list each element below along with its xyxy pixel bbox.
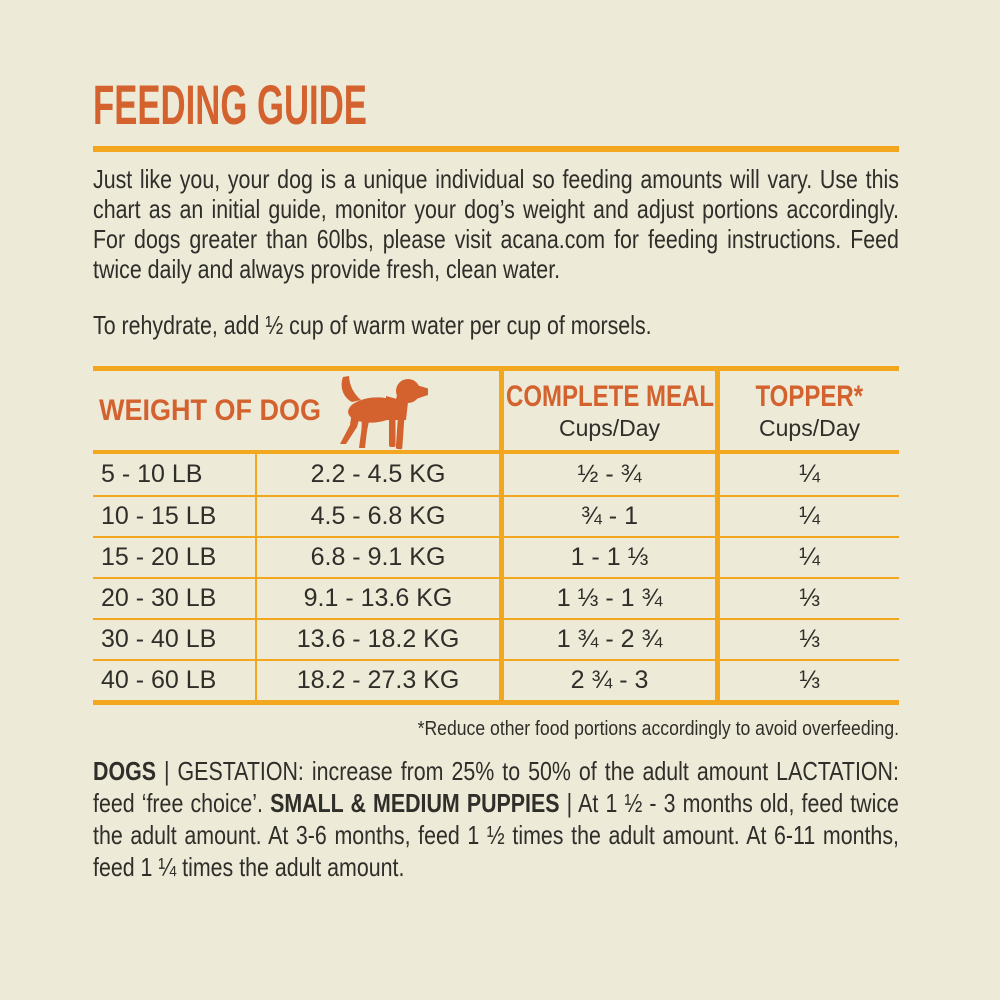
- cell-weight-lb: 20 - 30 LB: [93, 579, 257, 618]
- feeding-notes-paragraph: DOGS | GESTATION: increase from 25% to 5…: [93, 755, 899, 883]
- cell-weight-kg: 2.2 - 4.5 KG: [310, 460, 446, 488]
- content-column: FEEDING GUIDE Just like you, your dog is…: [93, 0, 899, 909]
- title-divider-rule: [93, 146, 899, 152]
- cell-complete-meal: 1 - 1 ⅓: [499, 538, 715, 577]
- cell-weight-kg: 9.1 - 13.6 KG: [303, 584, 453, 612]
- puppies-label: SMALL & MEDIUM PUPPIES: [270, 788, 560, 818]
- dogs-label: DOGS: [93, 756, 156, 786]
- rehydrate-note: To rehydrate, add ½ cup of warm water pe…: [93, 310, 652, 340]
- table-row: 15 - 20 LB 6.8 - 9.1 KG 1 - 1 ⅓ ¼: [93, 536, 899, 577]
- cell-complete-meal: 1 ¾ - 2 ¾: [499, 620, 715, 659]
- cell-weight-kg: 6.8 - 9.1 KG: [310, 543, 446, 571]
- cell-topper: ⅓: [715, 620, 899, 659]
- cell-weight-kg: 4.5 - 6.8 KG: [310, 502, 446, 530]
- page-title-row: FEEDING GUIDE: [93, 73, 899, 136]
- cell-weight-lb: 30 - 40 LB: [93, 620, 257, 659]
- table-row: 40 - 60 LB 18.2 - 27.3 KG 2 ¾ - 3 ⅓: [93, 659, 899, 700]
- cell-weight-lb: 5 - 10 LB: [93, 454, 257, 495]
- header-topper: TOPPER* Cups/Day: [715, 371, 899, 450]
- cell-complete-meal: ½ - ¾: [499, 454, 715, 495]
- table-row: 5 - 10 LB 2.2 - 4.5 KG ½ - ¾ ¼: [93, 454, 899, 495]
- cell-weight-kg: 13.6 - 18.2 KG: [296, 625, 460, 653]
- complete-meal-label: COMPLETE MEAL: [505, 379, 714, 413]
- table-row: 20 - 30 LB 9.1 - 13.6 KG 1 ⅓ - 1 ¾ ⅓: [93, 577, 899, 618]
- cell-weight-kg: 18.2 - 27.3 KG: [296, 666, 460, 694]
- gestation-lactation-text: | GESTATION: increase from 25% to 50% of…: [93, 756, 899, 818]
- cell-complete-meal: ¾ - 1: [499, 497, 715, 536]
- complete-meal-units: Cups/Day: [559, 414, 660, 441]
- table-row: 30 - 40 LB 13.6 - 18.2 KG 1 ¾ - 2 ¾ ⅓: [93, 618, 899, 659]
- page-title: FEEDING GUIDE: [93, 73, 367, 136]
- intro-paragraph: Just like you, your dog is a unique indi…: [93, 164, 899, 284]
- puppies-text: | At 1 ½ - 3 months old, feed twice the …: [93, 788, 899, 882]
- topper-label: TOPPER*: [755, 379, 864, 413]
- cell-complete-meal: 1 ⅓ - 1 ¾: [499, 579, 715, 618]
- cell-topper: ⅓: [715, 579, 899, 618]
- header-complete-meal: COMPLETE MEAL Cups/Day: [499, 371, 715, 450]
- feeding-table-header: WEIGHT OF DOG: [93, 371, 899, 454]
- cell-topper: ¼: [715, 454, 899, 495]
- topper-units: Cups/Day: [759, 414, 860, 441]
- cell-topper: ⅓: [715, 661, 899, 700]
- table-footnote: *Reduce other food portions accordingly …: [417, 718, 899, 740]
- cell-weight-lb: 15 - 20 LB: [93, 538, 257, 577]
- cell-complete-meal: 2 ¾ - 3: [499, 661, 715, 700]
- cell-weight-lb: 10 - 15 LB: [93, 497, 257, 536]
- dog-silhouette-icon: [328, 375, 428, 450]
- cell-weight-lb: 40 - 60 LB: [93, 661, 257, 700]
- table-row: 10 - 15 LB 4.5 - 6.8 KG ¾ - 1 ¼: [93, 495, 899, 536]
- cell-topper: ¼: [715, 497, 899, 536]
- header-weight-of-dog: WEIGHT OF DOG: [93, 371, 499, 450]
- cell-topper: ¼: [715, 538, 899, 577]
- feeding-table: WEIGHT OF DOG: [93, 366, 899, 705]
- weight-of-dog-label: WEIGHT OF DOG: [99, 393, 321, 427]
